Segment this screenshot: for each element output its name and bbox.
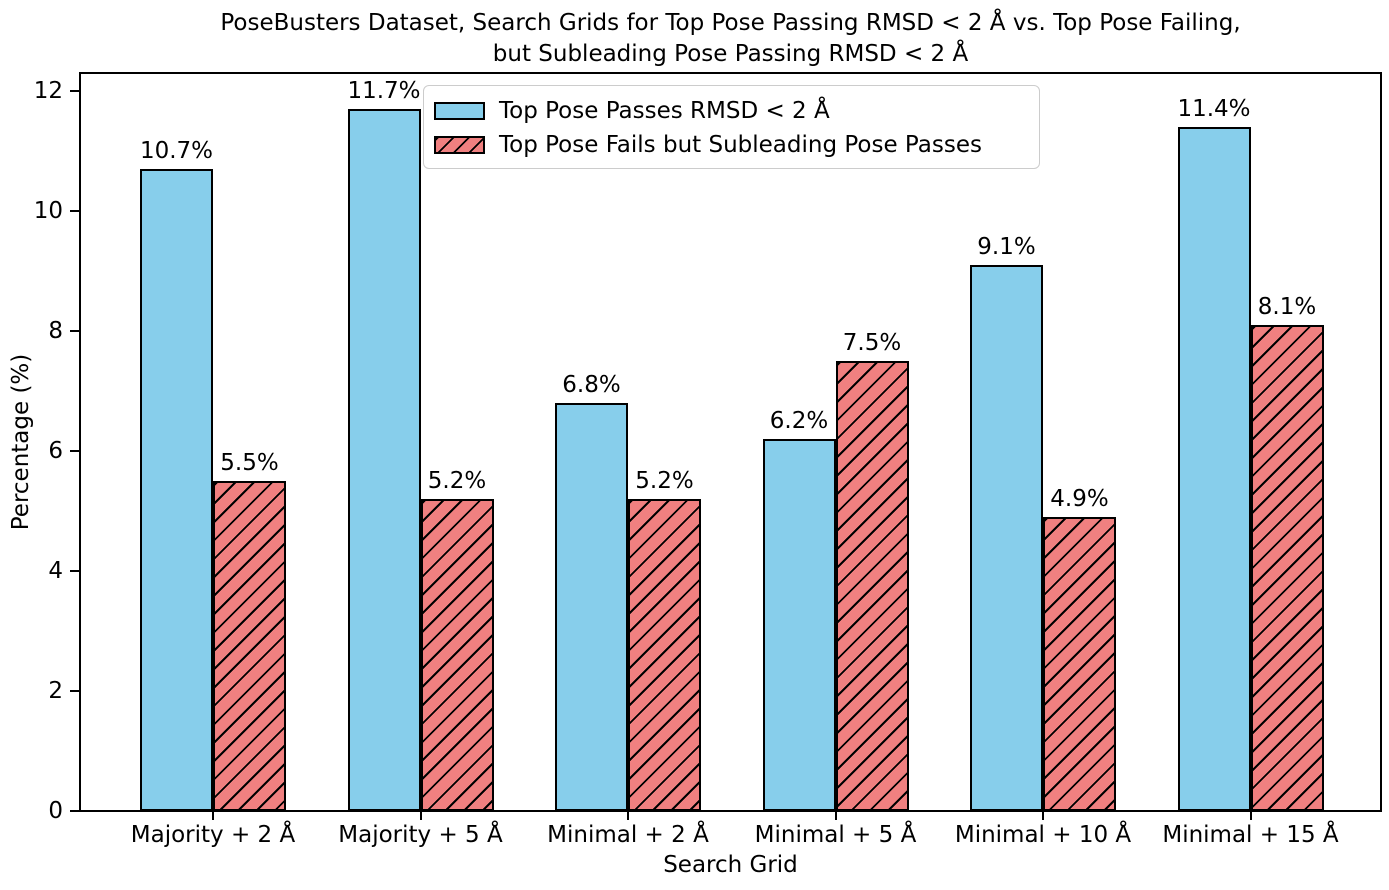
y-tick-label: 8 [48, 318, 63, 344]
bar-value-label: 4.9% [1050, 486, 1109, 512]
bar [213, 481, 286, 811]
x-tick-label: Minimal + 5 Å [754, 822, 917, 848]
legend-label: Top Pose Passes RMSD < 2 Å [499, 98, 830, 124]
x-tick [212, 811, 214, 820]
bar [1250, 325, 1324, 811]
bar [140, 169, 213, 811]
y-axis-label: Percentage (%) [8, 353, 34, 531]
bar-value-label: 6.8% [562, 372, 621, 398]
y-tick-label: 4 [48, 558, 63, 584]
x-tick-label: Minimal + 2 Å [547, 822, 709, 848]
bar-value-label: 5.2% [427, 468, 487, 494]
chart-title-line-1: PoseBusters Dataset, Search Grids for To… [220, 10, 1241, 36]
legend-swatch-top-pose-passes [434, 102, 485, 120]
bar [1043, 517, 1116, 811]
bar-value-label: 11.7% [347, 78, 421, 104]
x-tick [1042, 811, 1044, 820]
x-tick [419, 811, 422, 820]
x-tick [627, 811, 629, 820]
y-tick [70, 690, 79, 692]
bar-value-label: 10.7% [139, 138, 214, 164]
legend: Top Pose Passes RMSD < 2 Å Top Pose Fail… [423, 85, 1040, 169]
bar-value-label: 6.2% [769, 408, 829, 434]
x-tick-label: Minimal + 15 Å [1162, 822, 1339, 848]
bar [628, 499, 701, 811]
y-tick-label: 10 [33, 198, 63, 224]
bar [420, 499, 494, 811]
chart-title: PoseBusters Dataset, Search Grids for To… [80, 8, 1381, 70]
bar-value-label: 9.1% [977, 234, 1036, 260]
legend-item: Top Pose Passes RMSD < 2 Å [434, 94, 1029, 128]
legend-label: Top Pose Fails but Subleading Pose Passe… [499, 132, 982, 158]
bar [835, 361, 909, 811]
x-tick-label: Majority + 5 Å [338, 822, 503, 848]
chart-title-line-2: but Subleading Pose Passing RMSD < 2 Å [492, 41, 969, 67]
bar-value-label: 5.5% [220, 450, 279, 476]
bar [1177, 127, 1251, 811]
bar [555, 403, 628, 811]
x-tick [834, 811, 837, 820]
y-tick-label: 6 [48, 438, 63, 464]
x-tick-label: Minimal + 10 Å [954, 822, 1132, 848]
legend-item: Top Pose Fails but Subleading Pose Passe… [434, 128, 1029, 162]
y-tick-label: 0 [48, 798, 63, 824]
y-tick [70, 450, 79, 452]
plot-area [79, 72, 1382, 812]
bar-value-label: 8.1% [1257, 294, 1317, 320]
legend-swatch-top-pose-fails [434, 136, 485, 154]
y-tick-label: 12 [33, 78, 63, 104]
bar [970, 265, 1043, 811]
y-tick [70, 210, 79, 212]
bar-value-label: 5.2% [635, 468, 694, 494]
y-tick [70, 810, 79, 812]
x-tick [1249, 811, 1252, 820]
bar [762, 439, 836, 811]
bar-value-label: 11.4% [1177, 96, 1251, 122]
bar [347, 109, 421, 811]
y-tick-label: 2 [48, 678, 63, 704]
y-tick [70, 90, 79, 92]
x-tick-label: Majority + 2 Å [130, 822, 296, 848]
y-tick [70, 570, 79, 572]
x-axis-label: Search Grid [663, 852, 798, 878]
bar-value-label: 7.5% [842, 330, 902, 356]
y-tick [70, 330, 79, 332]
